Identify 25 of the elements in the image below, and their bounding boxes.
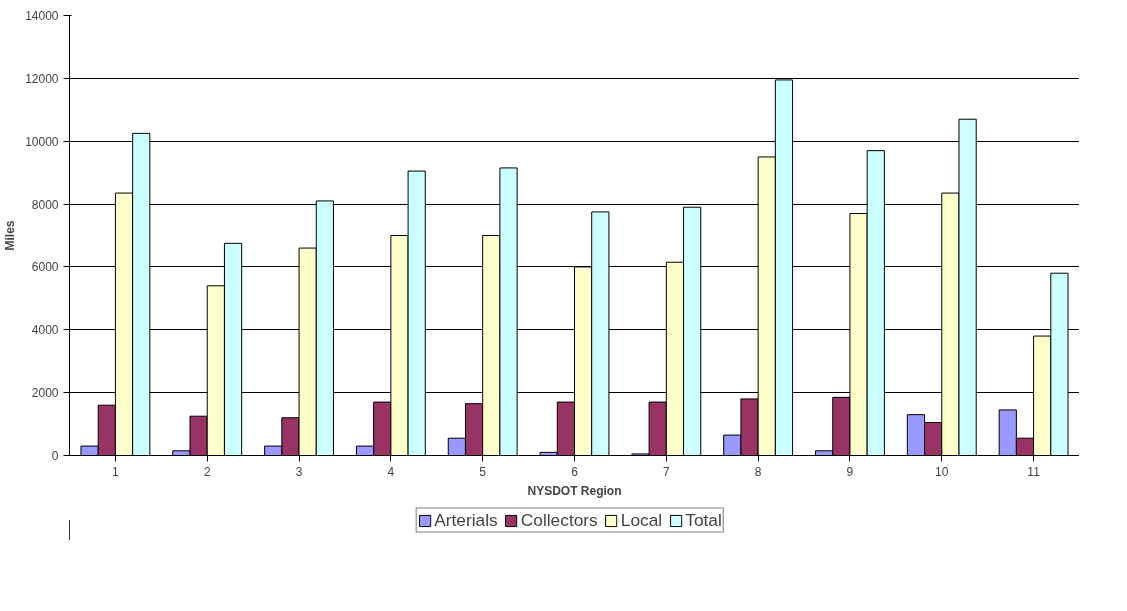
y-tick-label: 0 (51, 449, 59, 463)
y-tick-label: 4000 (31, 323, 59, 338)
x-axis-title: NYSDOT Region (527, 483, 622, 498)
y-tick-label: 14000 (25, 9, 59, 23)
x-tick-label: 4 (387, 464, 395, 479)
x-tick-label: 8 (754, 464, 762, 479)
x-tick-label: 11 (1027, 464, 1041, 479)
x-tick-label: 7 (662, 464, 670, 479)
y-tick-label: 6000 (31, 260, 59, 275)
x-tick-label: 3 (295, 464, 303, 479)
y-axis-title: Miles (3, 220, 18, 251)
y-tick-label: 2000 (31, 386, 59, 401)
legend-label: Local (620, 509, 663, 531)
x-tick-label: 10 (935, 464, 949, 479)
x-tick-label: 6 (571, 464, 579, 479)
y-tick-label: 10000 (25, 134, 59, 149)
x-tick-label: 9 (846, 464, 854, 479)
legend-label: Collectors (520, 509, 598, 531)
legend-label: Total (685, 509, 722, 531)
x-tick-label: 1 (112, 464, 120, 479)
x-tick-label: 2 (203, 464, 211, 479)
y-tick-label: 8000 (31, 197, 59, 212)
legend-label: Arterials (434, 509, 498, 531)
y-tick-label: 12000 (25, 71, 59, 86)
x-tick-label: 5 (479, 464, 487, 479)
